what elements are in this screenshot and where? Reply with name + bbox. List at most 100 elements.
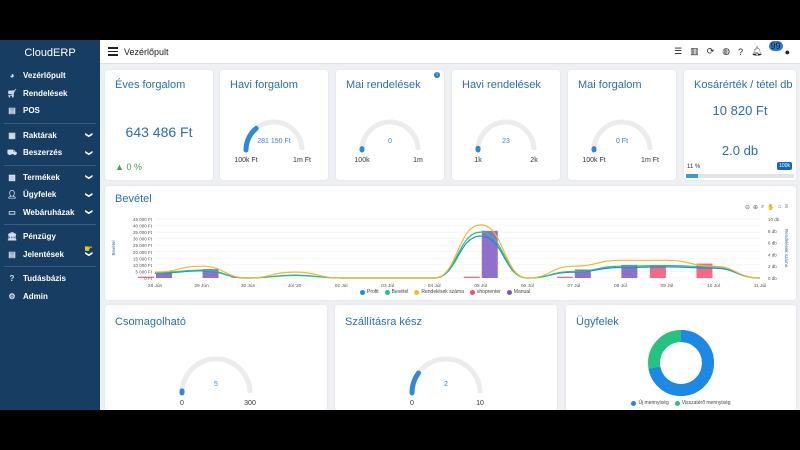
legend-item[interactable]: Manual	[506, 289, 530, 295]
bar-manual[interactable]	[574, 269, 591, 278]
gauge-max: 1m Ft	[293, 157, 311, 164]
store-icon: ▭	[8, 207, 16, 217]
zoom-in-icon[interactable]: ⊕	[752, 205, 758, 211]
sidebar-item-label: Pénzügy	[23, 232, 56, 242]
globe-icon[interactable]: ◍	[722, 46, 731, 56]
y2-tick-label: 8 db	[768, 229, 777, 234]
sidebar-item-pos[interactable]: ▤ POS	[0, 102, 100, 120]
bar-shoprenter[interactable]	[649, 264, 666, 278]
sidebar-item-label: Vezérlőpult	[23, 71, 66, 81]
menu-icon[interactable]: ≡	[784, 204, 788, 210]
kpi-change: ▲ 0 %	[115, 162, 142, 172]
user-avatar-icon[interactable]: ●	[784, 46, 790, 57]
gauge-max: 10	[476, 400, 484, 407]
gauge-min: 0	[410, 400, 414, 407]
brand-logo[interactable]: CloudERP	[24, 47, 76, 59]
pos-icon: ▤	[8, 106, 16, 116]
legend-item[interactable]: Új mennyiség	[631, 400, 669, 406]
y2-tick-label: 2 db	[768, 264, 777, 269]
donut-segment-new[interactable]	[648, 330, 714, 396]
y2-tick-label: 0 db	[768, 276, 777, 281]
sidebar-item-termékek[interactable]: ▩ Termékek ❯	[0, 169, 100, 187]
bar-manual[interactable]	[156, 272, 172, 278]
kpi-value: 10 820 Ft	[712, 103, 768, 118]
gauge-max: 1m	[413, 157, 423, 164]
gauge-track	[179, 356, 253, 394]
gauge-max: 2k	[530, 157, 538, 164]
bar-manual[interactable]	[621, 264, 638, 278]
info-icon[interactable]: i	[434, 72, 440, 78]
card-title: Havi forgalom	[230, 79, 298, 91]
sidebar-item-pénzügy[interactable]: 🏛︎ Pénzügy	[0, 228, 100, 246]
legend-marker	[631, 400, 637, 406]
legend-item[interactable]: Rendelések száma	[414, 289, 464, 295]
gauge	[475, 119, 537, 153]
legend-item[interactable]: shoprenter	[469, 289, 501, 295]
legend-marker	[506, 289, 512, 295]
gauge-value: 0	[388, 138, 392, 145]
legend-item[interactable]: Bevétel	[384, 289, 408, 295]
sidebar-divider	[4, 224, 96, 225]
gauge-value: 281 150 Ft	[257, 138, 291, 145]
bar-manual[interactable]	[481, 230, 498, 278]
chevron-down-icon: ❯	[85, 132, 93, 139]
building-icon[interactable]: ▥	[690, 46, 699, 56]
legend-item[interactable]: Profit	[360, 289, 379, 295]
gauge	[179, 356, 253, 396]
line-profit	[154, 235, 761, 279]
sidebar-group: 🏛︎ Pénzügy ▤ Jelentések ❯	[0, 225, 100, 266]
help-icon[interactable]: ?	[738, 46, 744, 57]
sidebar-item-label: Admin	[23, 291, 48, 301]
menu-toggle-icon[interactable]	[108, 45, 118, 58]
chart-legend: Profit Bevétel Rendelések száma shoprenter M…	[360, 289, 530, 295]
card-title: Mai rendelések	[346, 79, 421, 91]
sidebar-item-label: POS	[23, 106, 40, 116]
y2-tick-label: 6 db	[768, 241, 777, 246]
search-zoom-icon[interactable]: ⌕	[761, 204, 765, 210]
sidebar-item-tudásbázis[interactable]: ? Tudásbázis	[0, 270, 100, 288]
sidebar-item-admin[interactable]: ⚙ Admin	[0, 288, 100, 306]
bank-icon: 🏛︎	[7, 232, 18, 242]
x-tick-label: 09 Júl	[661, 283, 674, 289]
sidebar-item-label: Ügyfelek	[23, 190, 57, 200]
pan-icon[interactable]: ✋	[767, 205, 775, 211]
kpi-change-value: 0 %	[126, 162, 142, 172]
card-title: Mai forgalom	[578, 79, 642, 91]
bar-shoprenter[interactable]	[463, 276, 480, 278]
x-tick-label: Júl '20	[288, 283, 302, 289]
sidebar-item-vezérlőpult[interactable]: ◕ Vezérlőpult	[0, 67, 100, 85]
bar-shoprenter[interactable]	[556, 276, 573, 278]
y-tick-label: 10 000 Ft	[133, 263, 153, 268]
card-kosarertek: Kosárérték / tétel db 10 820 Ft 2.0 db 1…	[684, 70, 796, 180]
bar-shoprenter[interactable]	[138, 276, 154, 278]
legend-item[interactable]: Visszatérő mennyiség	[674, 400, 731, 406]
warehouse-icon: ▦	[8, 130, 16, 140]
sidebar-item-webáruházak[interactable]: ▭ Webáruházak ❯	[0, 204, 100, 222]
donut-legend: Új mennyiség Visszatérő mennyiség	[566, 400, 796, 406]
gauge-fill	[409, 370, 421, 396]
sidebar-item-label: Rendelések	[23, 88, 68, 98]
x-tick-label: 05 Júl	[474, 283, 487, 289]
sidebar-item-jelentések[interactable]: ▤ Jelentések ❯	[0, 246, 100, 264]
zoom-out-icon[interactable]: ⊖	[744, 205, 750, 211]
home-icon[interactable]: ⌂	[777, 204, 782, 210]
chevron-down-icon: ❯	[85, 209, 93, 216]
report-icon: ▤	[8, 249, 16, 259]
sidebar-item-raktárak[interactable]: ▦ Raktárak ❯	[0, 127, 100, 145]
sync-icon[interactable]: ⟳	[706, 46, 715, 56]
x-tick-label: 08 Júl	[614, 283, 627, 289]
bar-manual[interactable]	[202, 269, 219, 278]
line-rendelések-száma	[154, 224, 761, 279]
sidebar-divider	[4, 164, 96, 166]
notification-bell-icon[interactable]: 🔔︎ 99	[751, 41, 783, 56]
y-tick-label: 0 Ft	[144, 276, 153, 281]
checklist-icon[interactable]: ☰	[674, 46, 683, 56]
progress-fill	[686, 174, 698, 178]
legend-label: shoprenter	[476, 289, 501, 295]
gear-icon: ⚙	[8, 291, 16, 301]
sidebar-item-rendelések[interactable]: 🛒︎ Rendelések	[0, 85, 100, 103]
sidebar-item-beszerzés[interactable]: ⛟ Beszerzés ❯	[0, 144, 100, 162]
gauge-max: 300	[244, 400, 256, 407]
sidebar-item-ügyfelek[interactable]: 👤︎ Ügyfelek ❯	[0, 186, 100, 204]
card-title: Éves forgalom	[115, 79, 186, 91]
